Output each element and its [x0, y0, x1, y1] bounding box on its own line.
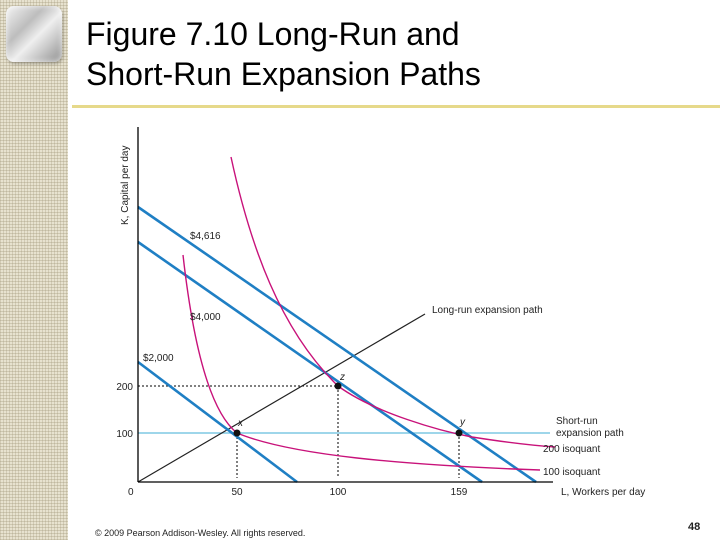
title-line-2: Short-Run Expansion Paths: [86, 56, 481, 92]
slide-title: Figure 7.10 Long-Run and Short-Run Expan…: [86, 14, 686, 94]
point-x: [233, 429, 241, 437]
isocost-label-2000: $2,000: [143, 353, 174, 364]
title-line-1: Figure 7.10 Long-Run and: [86, 16, 460, 52]
origin-label: 0: [128, 487, 134, 498]
title-underline: [72, 105, 720, 108]
x-tick-100: 100: [330, 487, 347, 498]
page-number: 48: [688, 521, 701, 533]
short-run-path-label-1: Short-run: [556, 416, 598, 427]
point-z-label: z: [339, 372, 345, 383]
isocost-label-4616: $4,616: [190, 231, 221, 242]
long-run-expansion-path: [137, 313, 426, 483]
x-axis-label: L, Workers per day: [561, 487, 645, 498]
glass-cube-logo: [6, 6, 62, 62]
point-z: [334, 382, 342, 390]
copyright-footer: © 2009 Pearson Addison-Wesley. All right…: [95, 528, 306, 538]
isocost-line-2000: [137, 360, 298, 484]
isocost-label-4000: $4,000: [190, 312, 221, 323]
long-run-path-label: Long-run expansion path: [432, 305, 543, 316]
y-tick-200: 200: [116, 382, 133, 393]
y-axis-label: K, Capital per day: [120, 146, 131, 226]
isoquant-200-label: 200 isoquant: [543, 444, 600, 455]
short-run-path-label-2: expansion path: [556, 428, 624, 439]
point-x-label: x: [237, 418, 244, 429]
y-tick-100: 100: [116, 429, 133, 440]
isocost-line-4000: [137, 240, 483, 484]
point-y: [455, 429, 463, 437]
isoquant-100: [182, 254, 541, 471]
isoquant-200: [230, 156, 556, 448]
x-tick-159: 159: [451, 487, 468, 498]
isoquant-100-label: 100 isoquant: [543, 467, 600, 478]
point-y-label: y: [459, 417, 466, 428]
x-tick-50: 50: [231, 487, 243, 498]
decorative-side-stripe: [0, 0, 68, 540]
